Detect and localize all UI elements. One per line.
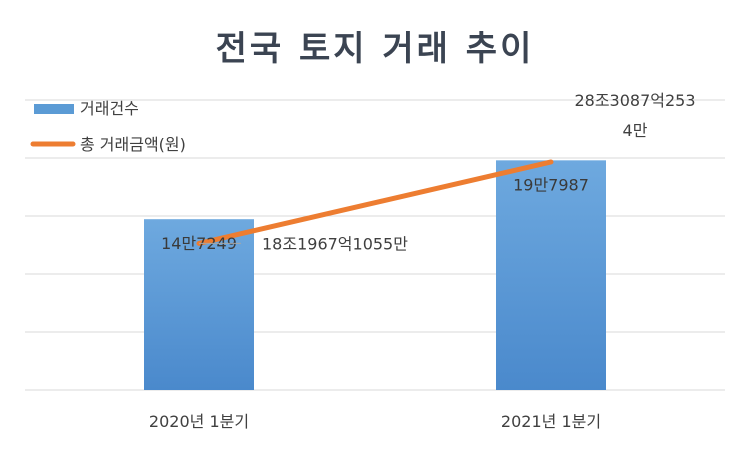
legend-line-label: 총 거래금액(원) — [80, 135, 186, 154]
legend-bar-label: 거래건수 — [80, 99, 139, 118]
line-series — [196, 159, 554, 246]
x-axis: 2020년 1분기 2021년 1분기 — [149, 412, 601, 431]
x-tick-label-0: 2020년 1분기 — [149, 412, 249, 431]
gridlines — [25, 99, 725, 391]
bar-0 — [144, 219, 254, 390]
bar-1 — [496, 160, 606, 390]
x-tick-label-1: 2021년 1분기 — [501, 412, 601, 431]
line-series-path — [196, 159, 554, 246]
legend-bar-swatch — [34, 104, 74, 114]
line-label-0: 18조1967억1055만 — [262, 234, 408, 253]
bar-series — [144, 160, 606, 390]
chart-title: 전국 토지 거래 추이 — [216, 29, 535, 69]
legend: 거래건수 총 거래금액(원) — [30, 99, 186, 154]
line-label-1: 28조3087억253 4만 — [574, 91, 695, 140]
bar-label-1: 19만7987 — [513, 175, 589, 194]
